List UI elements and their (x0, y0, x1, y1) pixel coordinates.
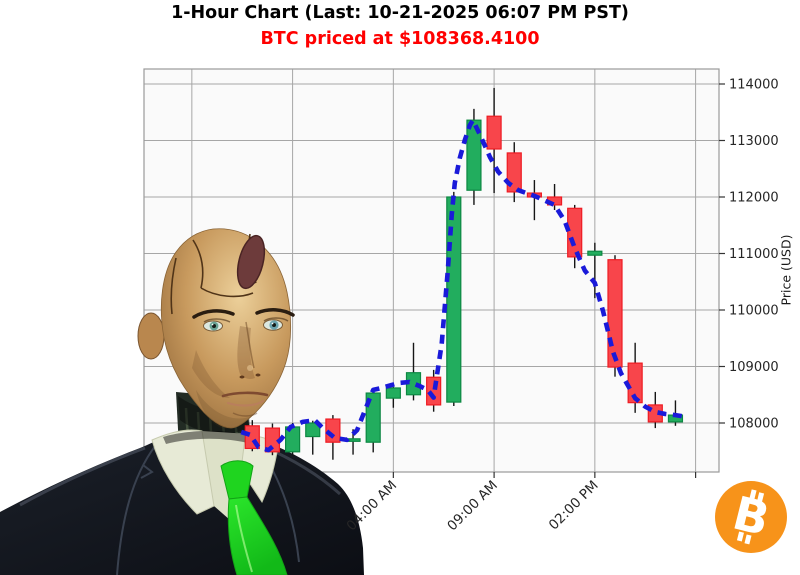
candle-body (607, 259, 623, 368)
y-tick-label: 113000 (729, 134, 779, 149)
scalp-seams (170, 233, 257, 315)
bitcoin-logo-icon: B (715, 481, 787, 553)
x-tick-label: 04:00 AM (344, 478, 401, 535)
y-tick-label: 111000 (729, 247, 779, 262)
candle-body (305, 422, 321, 438)
candle-body (385, 387, 401, 399)
y-axis-label: Price (USD) (778, 234, 794, 306)
robot-head (137, 228, 295, 429)
y-tick-label: 110000 (729, 304, 779, 319)
candle-body (486, 115, 502, 150)
y-tick-label: 108000 (729, 417, 779, 432)
plot-frame (143, 68, 720, 473)
candle-body (426, 376, 442, 406)
y-tick-label: 112000 (729, 191, 779, 206)
robot-eyes (203, 317, 289, 332)
x-tick-label: 09:00 AM (444, 478, 501, 535)
x-tick-label: 02:00 PM (546, 478, 602, 534)
candle-body (587, 250, 603, 256)
robot-shirt-and-tie (151, 429, 288, 575)
robot-trader-illustration (0, 228, 364, 575)
y-tick-label: 114000 (729, 78, 779, 93)
candle-body (567, 207, 583, 258)
eyebrows (192, 308, 295, 319)
robot-nose (237, 321, 261, 379)
chart-subtitle-price: BTC priced at $108368.4100 (260, 29, 540, 49)
y-tick-label: 109000 (729, 360, 779, 375)
chart-title: 1-Hour Chart (Last: 10-21-2025 06:07 PM … (171, 3, 629, 23)
candle-body (466, 119, 482, 191)
moving-average-line (240, 117, 686, 453)
candle-body (365, 392, 381, 443)
robot-mouth (221, 391, 269, 417)
bitcoin-coin-circle (715, 481, 787, 553)
forehead-patch (236, 234, 266, 290)
candles (244, 87, 684, 460)
